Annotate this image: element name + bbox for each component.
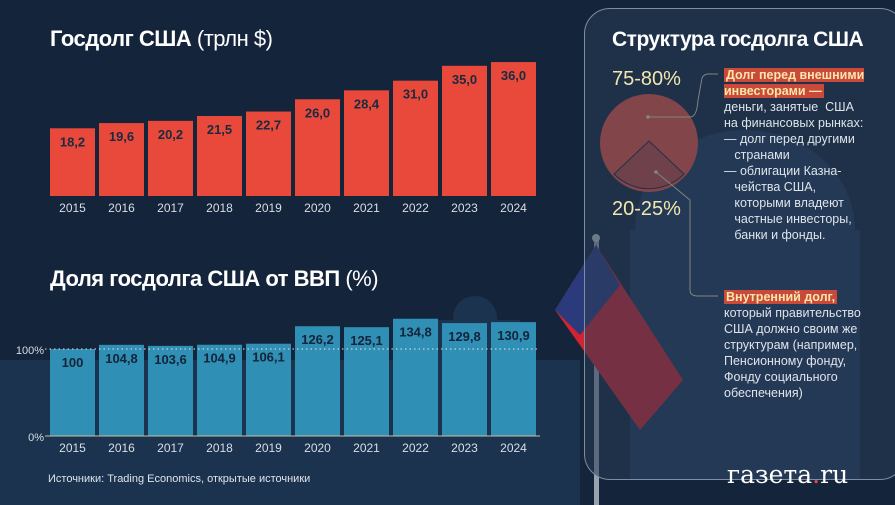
x-tick-label: 2021 xyxy=(353,441,380,455)
external-title: Долг перед внешними инвесторами — xyxy=(724,68,865,98)
logo: газета.ru xyxy=(727,460,849,489)
data-label: 22,7 xyxy=(256,118,281,133)
description-line: чейства США, xyxy=(724,180,817,194)
x-tick-label: 2022 xyxy=(402,441,429,455)
external-share: 75-80% xyxy=(612,68,681,90)
x-tick-label: 2024 xyxy=(500,201,527,215)
data-label: 134,8 xyxy=(399,325,432,340)
x-tick-label: 2015 xyxy=(59,441,86,455)
description-line: который правительство xyxy=(724,306,861,320)
bar xyxy=(50,128,95,196)
x-tick-label: 2021 xyxy=(353,201,380,215)
data-label: 21,5 xyxy=(207,122,232,137)
description-line: обеспечения) xyxy=(724,386,803,400)
bar xyxy=(491,322,536,436)
data-label: 130,9 xyxy=(497,328,530,343)
bar xyxy=(393,80,438,196)
gdp-share-chart: 100 2015 104,8 2016 103,6 2017 104,9 2018 106,1 2… xyxy=(16,318,540,455)
external-description: Долг перед внешними инвесторами — деньги… xyxy=(724,67,894,243)
data-label: 36,0 xyxy=(501,68,526,83)
description-line: структурам (например, xyxy=(724,338,858,352)
description-line: Фонду социального xyxy=(724,370,838,384)
description-line: — долг перед другими xyxy=(724,132,855,146)
debt-chart-title: Госдолг США (трлн $) xyxy=(50,26,273,51)
data-label: 103,6 xyxy=(154,352,187,367)
data-label: 106,1 xyxy=(252,350,285,365)
debt-chart: 18,2 2015 19,6 2016 20,2 2017 21,5 2018 22,7 2019… xyxy=(50,62,536,215)
x-tick-label: 2017 xyxy=(157,441,184,455)
x-tick-label: 2022 xyxy=(402,201,429,215)
internal-share: 20-25% xyxy=(612,198,681,220)
data-label: 28,4 xyxy=(354,96,380,111)
x-tick-label: 2015 xyxy=(59,201,86,215)
x-tick-label: 2023 xyxy=(451,441,478,455)
description-line: деньги, занятые США xyxy=(724,100,854,114)
source-note: Источники: Trading Economics, открытые и… xyxy=(48,473,311,485)
bar xyxy=(99,344,144,436)
data-label: 100 xyxy=(62,355,84,370)
x-tick-label: 2016 xyxy=(108,201,135,215)
internal-title: Внутренний долг, xyxy=(724,290,838,304)
data-label: 18,2 xyxy=(60,134,85,149)
description-line: — облигации Казна- xyxy=(724,164,842,178)
bar xyxy=(442,323,487,436)
internal-description: Внутренний долг, который правительство СШ… xyxy=(724,289,894,401)
data-label: 20,2 xyxy=(158,127,183,142)
bar xyxy=(344,90,389,196)
bar xyxy=(295,99,340,196)
data-label: 129,8 xyxy=(448,329,481,344)
bar xyxy=(442,65,487,196)
x-tick-label: 2023 xyxy=(451,201,478,215)
bar xyxy=(393,318,438,436)
x-tick-label: 2019 xyxy=(255,201,282,215)
description-line: на финансовых рынках: xyxy=(724,116,864,130)
bar xyxy=(491,62,536,196)
bar xyxy=(99,123,144,196)
bar xyxy=(197,116,242,196)
x-tick-label: 2019 xyxy=(255,441,282,455)
data-label: 104,9 xyxy=(203,351,236,366)
data-label: 26,0 xyxy=(305,105,330,120)
gdp-chart-title: Доля госдолга США от ВВП (%) xyxy=(50,266,379,291)
description-line: странами xyxy=(724,148,790,162)
bar xyxy=(344,327,389,436)
x-tick-label: 2020 xyxy=(304,441,331,455)
description-line: Пенсионному фонду, xyxy=(724,354,847,368)
data-label: 31,0 xyxy=(403,87,428,102)
x-tick-label: 2017 xyxy=(157,201,184,215)
x-tick-label: 2024 xyxy=(500,441,527,455)
data-label: 35,0 xyxy=(452,72,477,87)
description-line: которыми владеют xyxy=(724,196,844,210)
x-tick-label: 2016 xyxy=(108,441,135,455)
x-tick-label: 2020 xyxy=(304,201,331,215)
x-tick-label: 2018 xyxy=(206,201,233,215)
data-label: 125,1 xyxy=(350,333,383,348)
description-line: США должно своим же xyxy=(724,322,858,336)
bar xyxy=(148,120,193,196)
bar xyxy=(295,326,340,436)
structure-title: Структура госдолга США xyxy=(612,28,864,51)
description-line: банки и фонды. xyxy=(724,228,826,242)
bar xyxy=(197,344,242,436)
bar xyxy=(246,343,291,436)
data-label: 19,6 xyxy=(109,129,134,144)
x-tick-label: 2018 xyxy=(206,441,233,455)
y-tick-label: 100% xyxy=(16,345,44,357)
y-tick-label: 0% xyxy=(28,432,44,444)
bar xyxy=(246,111,291,196)
description-line: частные инвесторы, xyxy=(724,212,852,226)
bar xyxy=(50,349,95,436)
data-label: 104,8 xyxy=(105,351,138,366)
bar xyxy=(148,345,193,436)
data-label: 126,2 xyxy=(301,332,334,347)
